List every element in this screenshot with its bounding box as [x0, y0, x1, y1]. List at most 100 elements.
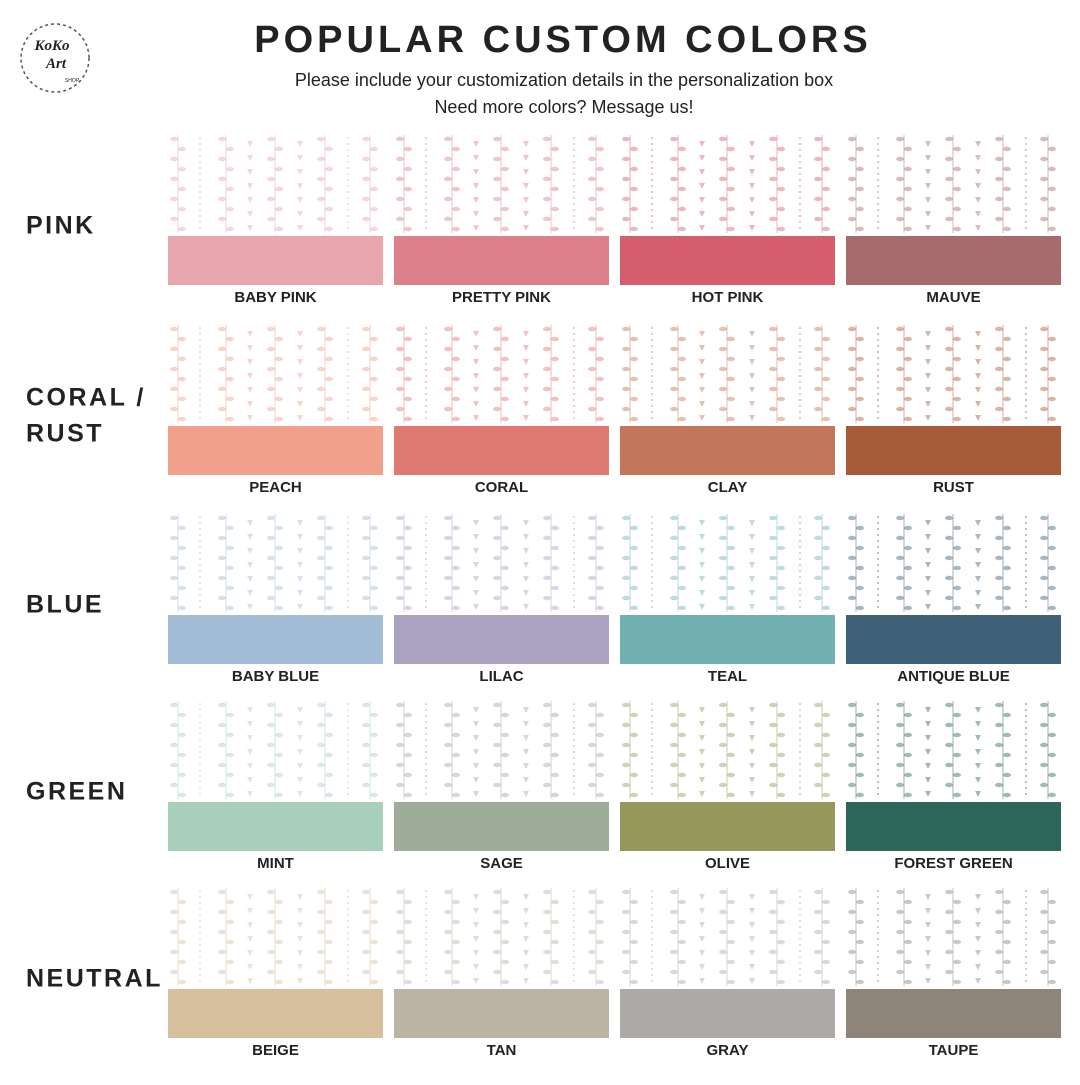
pattern-dot — [347, 540, 349, 542]
pattern-dot — [877, 155, 879, 157]
pattern-dot — [651, 558, 653, 560]
pattern-dot — [877, 363, 879, 365]
pattern-dot — [199, 908, 201, 910]
pattern-leaf — [404, 605, 412, 611]
pattern-leaf — [769, 575, 777, 581]
pattern-leaf — [596, 146, 604, 152]
pattern-leaf — [678, 732, 686, 738]
pattern-leaf — [1048, 585, 1056, 591]
swatch-name: TAN — [487, 1042, 517, 1059]
pattern-dot — [877, 600, 879, 602]
pattern-leaf — [622, 782, 630, 788]
pattern-tri — [699, 155, 705, 161]
pattern-leaf — [178, 416, 186, 422]
pattern-leaf — [267, 722, 275, 728]
pattern-dot — [425, 558, 427, 560]
pattern-leaf — [769, 136, 777, 142]
pattern-dot — [651, 399, 653, 401]
pattern-leaf — [678, 712, 686, 718]
pattern-leaf — [317, 595, 325, 601]
pattern-dot — [799, 345, 801, 347]
pattern-leaf — [226, 792, 234, 798]
color-swatch — [168, 236, 383, 285]
pattern-tri — [297, 950, 303, 956]
pattern-tri — [297, 197, 303, 203]
pattern-leaf — [218, 515, 226, 521]
pattern-leaf — [777, 206, 785, 212]
pattern-dot — [573, 558, 575, 560]
pattern-dot — [573, 155, 575, 157]
pattern-leaf — [904, 792, 912, 798]
pattern-leaf — [822, 772, 830, 778]
pattern-leaf — [1048, 416, 1056, 422]
pattern-leaf — [596, 336, 604, 342]
pattern-leaf — [769, 889, 777, 895]
pattern-dot — [1025, 339, 1027, 341]
pattern-dot — [799, 534, 801, 536]
pattern-leaf — [170, 386, 178, 392]
pattern-leaf — [452, 226, 460, 232]
pattern-tri — [749, 211, 755, 217]
pattern-leaf — [814, 216, 822, 222]
pattern-leaf — [896, 702, 904, 708]
pattern-leaf — [362, 216, 370, 222]
pattern-dot — [199, 980, 201, 982]
pattern-tri — [925, 777, 931, 783]
pattern-dot — [425, 351, 427, 353]
pattern-dot — [651, 540, 653, 542]
pattern-tri — [925, 604, 931, 610]
pattern-tri — [975, 169, 981, 175]
pattern-leaf — [452, 979, 460, 985]
pattern-leaf — [362, 156, 370, 162]
pattern-leaf — [904, 712, 912, 718]
pattern-tri — [297, 964, 303, 970]
pattern-dot — [1025, 375, 1027, 377]
pattern-tri — [523, 183, 529, 189]
pattern-leaf — [596, 752, 604, 758]
pattern-leaf — [588, 782, 596, 788]
pattern-leaf — [953, 792, 961, 798]
pattern-tri — [473, 387, 479, 393]
pattern-leaf — [362, 176, 370, 182]
pattern-tri — [247, 604, 253, 610]
pattern-leaf — [814, 702, 822, 708]
pattern-dot — [425, 914, 427, 916]
pattern-dot — [199, 185, 201, 187]
pattern-dot — [651, 143, 653, 145]
pattern-dot — [651, 203, 653, 205]
pattern-dot — [651, 793, 653, 795]
pattern-dot — [199, 896, 201, 898]
pattern-dot — [799, 739, 801, 741]
pattern-leaf — [170, 156, 178, 162]
pattern-leaf — [1040, 136, 1048, 142]
pattern-leaf — [444, 722, 452, 728]
pattern-leaf — [719, 515, 727, 521]
pattern-leaf — [719, 346, 727, 352]
pattern-leaf — [551, 939, 559, 945]
pattern-tri — [749, 141, 755, 147]
pattern-dot — [573, 606, 575, 608]
pattern-leaf — [218, 909, 226, 915]
pattern-tri — [473, 936, 479, 942]
pattern-leaf — [444, 346, 452, 352]
pattern-leaf — [396, 366, 404, 372]
pattern-tri — [975, 415, 981, 421]
pattern-leaf — [945, 702, 953, 708]
pattern-leaf — [178, 959, 186, 965]
pattern-tri — [749, 359, 755, 365]
pattern-leaf — [596, 585, 604, 591]
pattern-leaf — [1040, 782, 1048, 788]
pattern-dot — [199, 375, 201, 377]
pattern-tri — [473, 978, 479, 984]
pattern-dot — [1025, 980, 1027, 982]
pattern-leaf — [678, 979, 686, 985]
pattern-leaf — [588, 535, 596, 541]
pattern-dot — [347, 606, 349, 608]
pattern-tri — [925, 707, 931, 713]
pattern-leaf — [719, 386, 727, 392]
pattern-leaf — [444, 366, 452, 372]
pattern-tri — [699, 183, 705, 189]
pattern-leaf — [670, 156, 678, 162]
pattern-leaf — [904, 186, 912, 192]
pattern-dot — [877, 968, 879, 970]
